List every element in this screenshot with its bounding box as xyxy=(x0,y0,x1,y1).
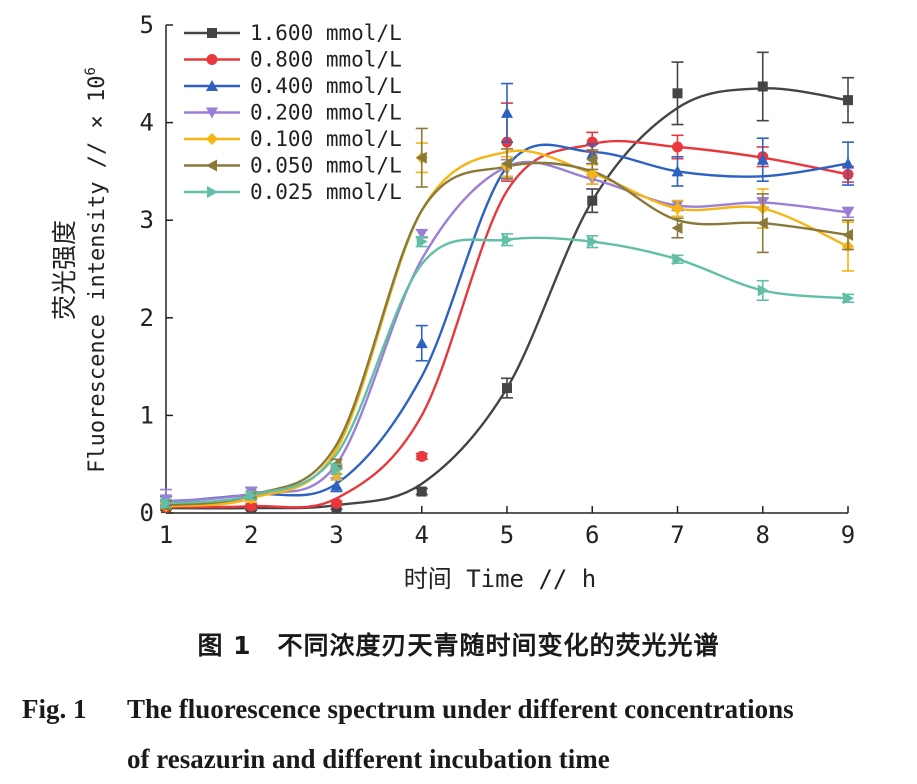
legend-marker xyxy=(206,54,218,65)
fit-curves xyxy=(165,87,849,510)
series-6-point xyxy=(331,463,343,476)
series-6-point xyxy=(416,235,428,248)
legend-marker xyxy=(206,80,218,91)
series-5-point xyxy=(501,157,512,170)
y-tick-label: 5 xyxy=(140,11,154,39)
series-2-point xyxy=(842,157,854,169)
series-1-point xyxy=(672,141,683,153)
series-6-point xyxy=(843,292,854,305)
y-axis-label-cn: 荧光强度 xyxy=(50,220,79,320)
figure-caption-line2: of resazurin and different incubation ti… xyxy=(127,744,610,774)
series-2-curve xyxy=(165,143,849,504)
x-tick-label: 7 xyxy=(670,521,684,549)
y-tick-label: 0 xyxy=(140,499,154,527)
legend-item-6: 0.025 mmol/L xyxy=(184,180,402,204)
legend: 1.600 mmol/L 0.800 mmol/L0.400 mmol/L 0.20… xyxy=(184,21,402,204)
y-tick-label: 4 xyxy=(140,109,154,137)
figure-caption-cn: 图 1 不同浓度刃天青随时间变化的荧光光谱 xyxy=(197,631,720,660)
x-tick-label: 9 xyxy=(841,521,855,549)
figure-caption-en: Fig. 1 The fluorescence spectrum under di… xyxy=(22,684,912,784)
series-6-point xyxy=(757,284,769,297)
series-2-point xyxy=(756,153,769,165)
series-6-point xyxy=(161,497,172,510)
legend-marker xyxy=(207,186,218,198)
series-0-point xyxy=(672,88,683,99)
series-3-points xyxy=(160,158,854,510)
series-0-point xyxy=(587,195,598,206)
series-1-point xyxy=(416,450,428,462)
series-6-point xyxy=(246,489,258,502)
series-2-point xyxy=(671,165,684,177)
series-2-point xyxy=(415,337,428,349)
x-tick-label: 4 xyxy=(415,521,429,549)
series-3-point xyxy=(842,207,854,219)
y-tick-label: 1 xyxy=(140,401,154,429)
y-tick-label: 2 xyxy=(140,304,154,332)
legend-item-1: 0.800 mmol/L xyxy=(184,48,402,72)
y-axis-label-en-text: Fluorescence intensity // × 10 xyxy=(85,76,110,473)
series-6-points xyxy=(160,233,854,510)
x-axis-label: 时间 Time // h xyxy=(404,565,597,593)
series-5-point xyxy=(756,217,768,230)
legend-label: 0.100 mmol/L xyxy=(250,127,402,151)
series-2-point xyxy=(501,106,513,118)
series-0-point xyxy=(843,95,853,106)
series-1-curve xyxy=(165,139,849,509)
legend-label: 0.025 mmol/L xyxy=(250,180,402,204)
legend-marker xyxy=(207,28,217,38)
legend-marker xyxy=(206,107,218,119)
x-tick-label: 1 xyxy=(159,521,173,549)
series-3-point xyxy=(415,228,428,240)
y-tick-label: 3 xyxy=(140,206,154,234)
series-0-point xyxy=(757,81,768,92)
series-3-curve xyxy=(165,160,849,503)
x-tick-label: 5 xyxy=(500,521,514,549)
x-tick-label: 8 xyxy=(756,521,770,549)
figure-caption-line1: The fluorescence spectrum under differen… xyxy=(127,694,794,724)
series-6-point xyxy=(587,235,599,248)
legend-item-2: 0.400 mmol/L xyxy=(184,74,402,98)
legend-label: 0.200 mmol/L xyxy=(250,101,402,125)
legend-label: 0.400 mmol/L xyxy=(250,74,402,98)
legend-item-3: 0.200 mmol/L xyxy=(184,101,402,125)
legend-marker xyxy=(206,133,218,145)
series-5-curve xyxy=(165,161,849,507)
legend-label: 0.050 mmol/L xyxy=(250,154,402,178)
legend-item-5: 0.050 mmol/L xyxy=(184,154,402,178)
series-1-point xyxy=(245,500,257,512)
series-4-curve xyxy=(165,149,849,508)
legend-item-0: 1.600 mmol/L xyxy=(184,21,402,45)
legend-item-4: 0.100 mmol/L xyxy=(184,127,402,151)
series-4-point xyxy=(586,168,599,181)
series-0-point xyxy=(416,486,427,497)
figure-number: Fig. 1 xyxy=(22,694,87,724)
legend-marker xyxy=(206,159,217,172)
series-6-curve xyxy=(165,236,849,505)
x-tick-label: 6 xyxy=(585,521,599,549)
x-tick-label: 2 xyxy=(244,521,258,549)
series-2-point xyxy=(330,479,343,491)
legend-label: 0.800 mmol/L xyxy=(250,48,402,72)
x-tick-label: 3 xyxy=(329,521,343,549)
series-5-point xyxy=(415,151,427,164)
data-points xyxy=(160,51,854,514)
series-6-point xyxy=(502,233,513,246)
series-4-point xyxy=(671,202,684,215)
legend-label: 1.600 mmol/L xyxy=(250,21,402,45)
y-axis-label-en: Fluorescence intensity // × 106 xyxy=(83,67,110,473)
series-5-point xyxy=(586,153,598,166)
y-axis-label-exponent: 6 xyxy=(83,67,99,75)
series-5-point xyxy=(842,228,853,241)
series-5-point xyxy=(671,222,683,235)
series-6-point xyxy=(672,253,684,266)
series-0-point xyxy=(502,383,512,394)
series-1-point xyxy=(331,497,342,509)
